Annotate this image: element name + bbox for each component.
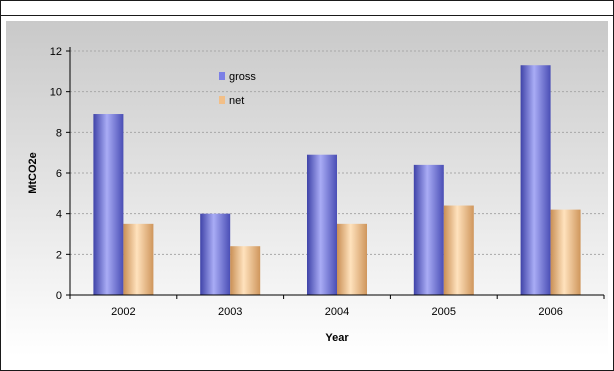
bar-net	[550, 209, 581, 295]
x-tick-label: 2005	[432, 306, 456, 318]
x-tick-label: 2002	[111, 306, 135, 318]
bar-net	[230, 246, 261, 295]
y-tick-label: 12	[50, 46, 62, 58]
x-axis-title: Year	[325, 332, 349, 344]
bar-net	[443, 205, 474, 295]
y-tick-label: 8	[56, 127, 62, 139]
legend-label-gross: gross	[229, 71, 256, 83]
bar-net	[123, 223, 154, 295]
chart-panel: 0 2 4 6 8 10 12 2002 2003 2004 2005 2006 Year MtCO2e …	[6, 21, 608, 356]
legend-swatch-gross	[219, 72, 225, 80]
x-tick-label: 2006	[538, 306, 562, 318]
y-tick-label: 10	[50, 87, 62, 99]
top-strip	[1, 1, 613, 16]
y-tick-label: 4	[56, 209, 62, 221]
bar-net	[337, 223, 367, 295]
bar-gross	[200, 213, 231, 295]
y-tick-label: 2	[56, 249, 62, 261]
y-tick-label: 6	[56, 168, 62, 180]
y-axis-title: MtCO2e	[27, 152, 39, 194]
bar-gross	[413, 164, 444, 295]
x-tick-label: 2004	[325, 306, 349, 318]
bar-gross	[520, 65, 551, 295]
legend-label-net: net	[229, 95, 244, 107]
bar-gross	[307, 154, 337, 295]
y-tick-label: 0	[56, 290, 62, 302]
bar-gross	[93, 114, 124, 296]
legend-swatch-net	[219, 96, 225, 104]
x-tick-label: 2003	[218, 306, 242, 318]
